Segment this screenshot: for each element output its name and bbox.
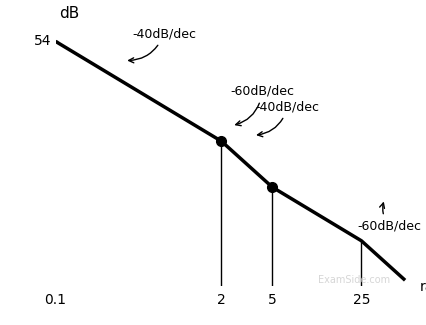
Text: 2: 2 bbox=[216, 293, 225, 307]
Text: 0.1: 0.1 bbox=[44, 293, 66, 307]
Text: ExamSide.com: ExamSide.com bbox=[317, 275, 389, 285]
Text: 5: 5 bbox=[267, 293, 276, 307]
Text: rad/s: rad/s bbox=[419, 280, 426, 294]
Text: 54: 54 bbox=[34, 34, 52, 48]
Text: -60dB/dec: -60dB/dec bbox=[230, 85, 294, 126]
Text: -60dB/dec: -60dB/dec bbox=[357, 203, 421, 232]
Text: -40dB/dec: -40dB/dec bbox=[128, 27, 196, 63]
Text: -40dB/dec: -40dB/dec bbox=[255, 100, 319, 137]
Text: 25: 25 bbox=[352, 293, 369, 307]
Text: dB: dB bbox=[59, 6, 79, 21]
